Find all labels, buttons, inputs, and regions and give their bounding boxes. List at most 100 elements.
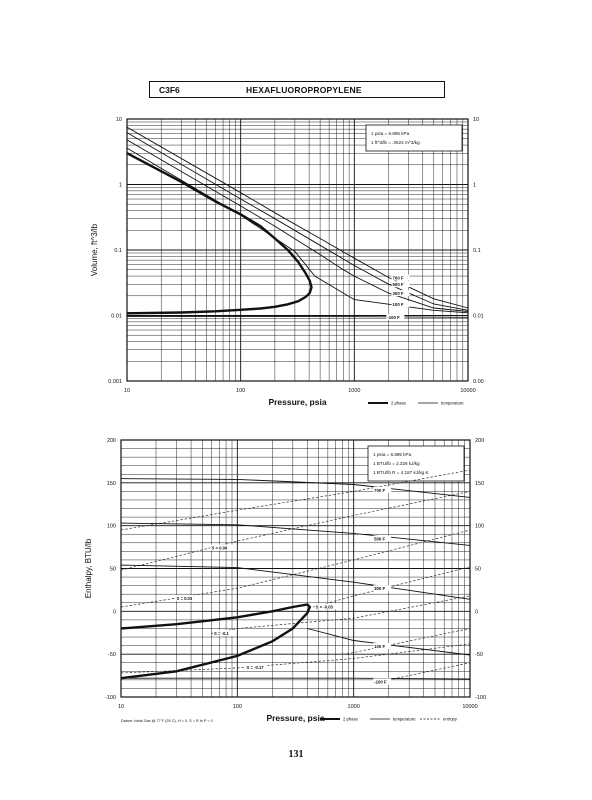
chart2-footnote: Datum: Ideal Gas @ 77 F (25 C), H = 0, S… [121, 719, 213, 723]
chart2-y-tick-label: 200 [107, 438, 116, 444]
chart2-entropy-label: S = -0.1 [214, 631, 229, 636]
chart2-entropy-line [342, 628, 471, 655]
chart2-x-tick-label: 10000 [462, 704, 477, 710]
chart2-info-line: 1 BTU/lb R = 4.187 kJ/kg K [373, 470, 429, 475]
chart1-y-tick-label: 0.01 [111, 314, 122, 320]
chart2-entropy-line [388, 662, 471, 681]
chart2-series-label: 300 F [374, 586, 385, 591]
chart2-entropy-label-bg [314, 603, 337, 610]
chart2-entropy-line [120, 529, 471, 608]
chemical-formula: C3F6 [159, 85, 180, 95]
chart2-y-tick-label-right: 0 [475, 609, 478, 615]
chart2-series-label: 100 F [374, 644, 385, 649]
compound-name: HEXAFLUOROPROPYLENE [246, 85, 362, 95]
chart2-two-phase-dome [120, 603, 312, 680]
chart1-x-tick-label: 10 [124, 388, 130, 394]
page-number: 131 [288, 749, 304, 760]
chart2-series-label: -100 F [374, 679, 387, 684]
chart1-y-tick-label: 0.1 [114, 248, 122, 254]
chart2-y-tick-label-right: -100 [475, 695, 486, 701]
chart-header: C3F6 HEXAFLUOROPROPYLENE [149, 81, 445, 98]
chart1-series-label-bg [391, 281, 410, 288]
chart1-x-tick-label: 10000 [460, 388, 475, 394]
chart2-entropy-label-bg [210, 544, 233, 551]
chart2-series-label-bg [373, 678, 392, 685]
chart1-y-tick-label: 1 [119, 183, 122, 189]
chart1-y-tick-label: 0.001 [108, 379, 122, 385]
chart2-entropy-line [313, 566, 471, 608]
chart2-entropy-label-bg [212, 630, 235, 637]
chart2-info-line: 1 psia = 6.895 kPa [373, 452, 412, 457]
chart2-plot-frame [120, 439, 471, 698]
chart1-y-tick-label-right: 0.01 [473, 314, 484, 320]
chart2-y-tick-label: 0 [113, 609, 116, 615]
chart2-entropy-label-bg [245, 664, 268, 671]
chart1-temperature-line [126, 126, 469, 309]
chart1-y-axis-label: Volume, ft^3/lb [90, 223, 99, 276]
chart2-series-label-bg [373, 486, 392, 493]
chart2-x-axis-label: Pressure, psia [266, 713, 324, 723]
chart1-plot-frame [126, 118, 469, 382]
chart1-temperature-line [126, 132, 469, 311]
chart1-y-tick-label-right: 0.00 [473, 379, 484, 385]
chart1-series-label-bg [391, 290, 410, 297]
chart2-y-axis-label: Enthalpy, BTU/lb [84, 538, 93, 598]
chart2-x-tick-label: 10 [118, 704, 124, 710]
chart2-temperature-line [120, 564, 471, 600]
chart2-y-tick-label: -50 [108, 652, 116, 658]
chart2-temperature-line [121, 677, 471, 680]
chart1-series-label-bg [391, 301, 410, 308]
chart1-x-axis-label: Pressure, psia [268, 397, 326, 407]
chart2-entropy-label: S = 0.03 [177, 596, 193, 601]
chart1-series-label: 300 F [393, 291, 404, 296]
chart2-series-label: 700 F [374, 488, 385, 493]
chart2-temperature-line [307, 628, 471, 656]
chart2-x-tick-label: 1000 [348, 704, 360, 710]
chart1-series-label: 100 F [393, 302, 404, 307]
chart1-y-tick-label: 10 [116, 117, 122, 123]
chart2-series-label-bg [373, 585, 392, 592]
chart1-series-label-bg [386, 313, 405, 320]
chart2-entropy-label: S = -0.17 [247, 665, 265, 670]
chart2-series-label-bg [373, 643, 392, 650]
chart2-legend-label: entropy [443, 717, 458, 722]
chart2-legend-label: temperature [393, 717, 416, 722]
chart2-series-label: 500 F [374, 536, 385, 541]
chart2-y-tick-label-right: 50 [475, 567, 481, 573]
chart2-y-tick-label-right: 200 [475, 438, 484, 444]
chart1-x-tick-label: 100 [236, 388, 245, 394]
chart2-info-box [367, 445, 465, 482]
chart2-entropy-line [120, 469, 471, 531]
chart1-two-phase-dome [126, 152, 313, 315]
chart1-x-tick-label: 1000 [348, 388, 360, 394]
chart2-y-tick-label-right: 150 [475, 481, 484, 487]
chart2-y-tick-label: 150 [107, 481, 116, 487]
chart2-x-tick-label: 100 [233, 704, 242, 710]
chart1-temperature-line [127, 315, 469, 318]
chart1-y-tick-label-right: 10 [473, 117, 479, 123]
chart2-entropy-label: S = -0.03 [316, 604, 334, 609]
chart2-y-tick-label: 100 [107, 524, 116, 530]
chart2-temperature-line [120, 478, 471, 498]
chart2-entropy-label-bg [175, 595, 198, 602]
chart2-y-tick-label: -100 [105, 695, 116, 701]
chart2-temperature-line [120, 522, 471, 546]
chart1-y-tick-label-right: 1 [473, 183, 476, 189]
chart1-y-tick-label-right: 0.1 [473, 248, 481, 254]
chart1-legend-label: 2 phase [391, 401, 407, 406]
chart1-info-box [365, 124, 463, 152]
chart2-y-tick-label-right: 100 [475, 524, 484, 530]
chart2-entropy-label: S = 0.09 [212, 546, 228, 551]
chart1-series-label: 700 F [393, 276, 404, 281]
chart1-info-line: 1 ft^3/lb = .0624 m^3/kg [371, 140, 420, 145]
chart2-info-line: 1 BTU/lb = 2.326 kJ/kg [373, 461, 420, 466]
chart1-temperature-line [126, 139, 469, 312]
chart2-y-tick-label: 50 [110, 567, 116, 573]
chart2-entropy-line [120, 491, 471, 571]
chart2-legend-label: 2 phase [343, 717, 359, 722]
chart1-series-label: -100 F [387, 315, 400, 320]
chart1-info-line: 1 psia = 6.895 kPa [371, 131, 410, 136]
chart1-series-label-bg [391, 274, 410, 281]
chart1-legend-label: temperature [441, 401, 464, 406]
